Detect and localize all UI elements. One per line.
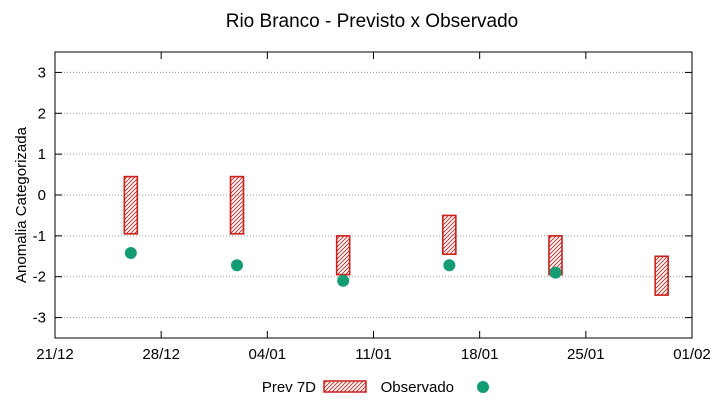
legend-forecast-swatch	[323, 380, 367, 393]
y-tick-label: 3	[38, 64, 46, 81]
x-tick-label: 28/12	[142, 346, 180, 363]
x-tick-label: 21/12	[36, 346, 74, 363]
forecast-range-bar	[229, 175, 245, 235]
legend-observed-label: Observado	[381, 379, 454, 396]
grid-layer	[55, 71, 692, 319]
plot-frame	[54, 51, 693, 339]
chart-title: Rio Branco - Previsto x Observado	[226, 11, 519, 32]
y-tick-label: -3	[33, 310, 46, 327]
observed-point	[231, 259, 243, 272]
observed-point	[124, 247, 137, 260]
x-tick-label: 18/01	[461, 346, 499, 363]
y-tick-label: 2	[38, 105, 46, 122]
y-tick-label: -2	[33, 269, 46, 286]
y-tick-label: -1	[33, 228, 46, 245]
observed-point	[443, 259, 456, 272]
forecast-range-bar	[335, 235, 351, 276]
x-tick-label: 01/02	[673, 346, 711, 363]
observed-point	[337, 274, 350, 287]
legend-observed-marker	[477, 381, 489, 393]
forecast-range-bar	[654, 255, 669, 296]
forecast-range-bar	[442, 214, 457, 256]
x-tick-label: 25/01	[567, 346, 605, 363]
x-tick-label: 11/01	[355, 346, 391, 363]
y-tick-label: 0	[38, 187, 46, 204]
marks-layer	[123, 175, 669, 296]
x-tick-label: 04/01	[249, 346, 287, 363]
y-tick-label: 1	[38, 146, 46, 163]
forecast-range-bar	[123, 175, 139, 235]
observed-point	[549, 266, 562, 279]
legend: Prev 7D Observado	[262, 379, 489, 396]
y-axis-label: Anomalia Categorizada	[13, 126, 30, 283]
legend-forecast-label: Prev 7D	[262, 379, 316, 396]
axis-layer: 3 2 1 0 -1 -2 -3 21/12 28/12 04/01 11/01 18/01 25/01…	[33, 51, 711, 363]
